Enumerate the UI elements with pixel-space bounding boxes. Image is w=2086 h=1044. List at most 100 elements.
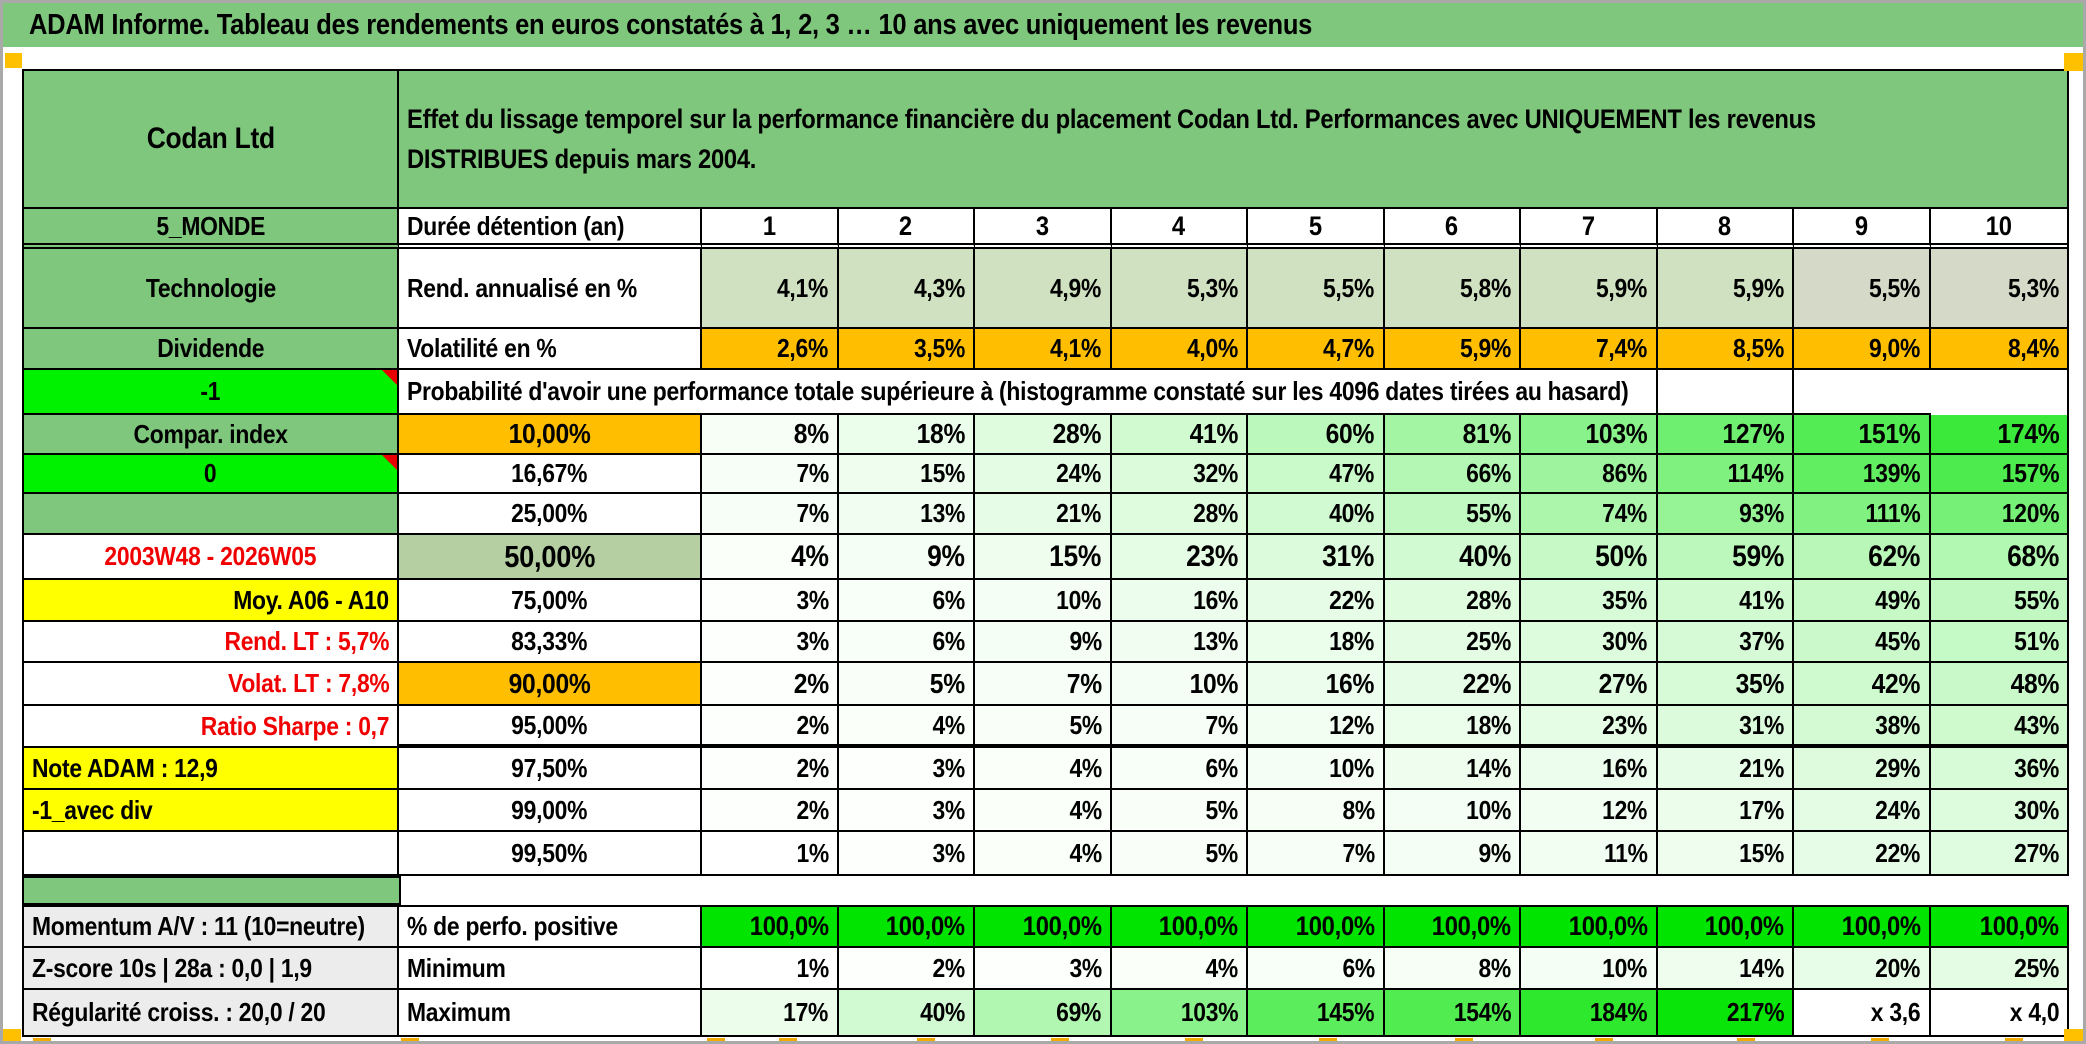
prob-cell-r5-y10[interactable]: 55% [1930,580,2067,622]
prob-cell-r3-y9[interactable]: 111% [1794,494,1931,535]
minimum-year-8[interactable]: 14% [1657,948,1794,990]
prob-cell-r8-y1[interactable]: 2% [702,706,839,748]
prob-cell-r9-y6[interactable]: 14% [1384,748,1521,790]
positive-year-3[interactable]: 100,0% [975,907,1112,948]
rend-lt-cell[interactable]: Rend. LT : 5,7% [24,622,399,663]
positive-year-2[interactable]: 100,0% [838,907,975,948]
prob-cell-r7-y3[interactable]: 7% [975,663,1112,706]
maximum-year-3[interactable]: 69% [975,990,1112,1035]
regularite-cell[interactable]: Régularité croiss. : 20,0 / 20 [24,990,399,1035]
prob-cell-r11-y4[interactable]: 5% [1111,832,1248,874]
sector-cell[interactable]: Technologie [24,249,399,329]
prob-cell-r8-y5[interactable]: 12% [1248,706,1385,748]
prob-cell-r10-y2[interactable]: 3% [838,790,975,832]
maximum-year-4[interactable]: 103% [1111,990,1248,1035]
empty-white-cell[interactable] [24,832,399,874]
zscore-cell[interactable]: Z-score 10s | 28a : 0,0 | 1,9 [24,948,399,990]
annualized-year-6[interactable]: 5,8% [1384,249,1521,329]
note-adam-cell[interactable]: Note ADAM : 12,9 [24,748,399,790]
annualized-label-cell[interactable]: Rend. annualisé en % [399,249,702,329]
threshold-cell-1000[interactable]: 10,00% [399,415,702,455]
momentum-cell[interactable]: Momentum A/V : 11 (10=neutre) [24,907,399,948]
threshold-cell-9950[interactable]: 99,50% [399,832,702,874]
flag-top-cell[interactable]: -1 [24,370,399,415]
prob-cell-r11-y9[interactable]: 22% [1794,832,1931,874]
prob-cell-r3-y10[interactable]: 120% [1930,494,2067,535]
annualized-year-10[interactable]: 5,3% [1930,249,2067,329]
index-code-cell[interactable]: 5_MONDE [24,209,399,249]
volatility-year-7[interactable]: 7,4% [1521,329,1658,370]
prob-cell-r11-y7[interactable]: 11% [1521,832,1658,874]
minimum-year-4[interactable]: 4% [1111,948,1248,990]
prob-cell-r8-y10[interactable]: 43% [1930,706,2067,748]
prob-cell-r3-y1[interactable]: 7% [702,494,839,535]
annualized-year-5[interactable]: 5,5% [1248,249,1385,329]
maximum-year-10[interactable]: x 4,0 [1930,990,2067,1035]
year-col-1[interactable]: 1 [702,209,839,249]
prob-cell-r3-y4[interactable]: 28% [1111,494,1248,535]
maximum-year-9[interactable]: x 3,6 [1794,990,1931,1035]
volatility-year-1[interactable]: 2,6% [702,329,839,370]
threshold-cell-9900[interactable]: 99,00% [399,790,702,832]
prob-cell-r2-y5[interactable]: 47% [1248,455,1385,494]
prob-cell-r1-y1[interactable]: 8% [702,415,839,455]
prob-cell-r1-y4[interactable]: 41% [1111,415,1248,455]
volatility-year-2[interactable]: 3,5% [838,329,975,370]
volatility-year-3[interactable]: 4,1% [975,329,1112,370]
prob-cell-r5-y4[interactable]: 16% [1111,580,1248,622]
prob-cell-r1-y7[interactable]: 103% [1521,415,1658,455]
prob-cell-r10-y1[interactable]: 2% [702,790,839,832]
prob-cell-r7-y7[interactable]: 27% [1521,663,1658,706]
prob-cell-r9-y7[interactable]: 16% [1521,748,1658,790]
annualized-year-7[interactable]: 5,9% [1521,249,1658,329]
positive-year-1[interactable]: 100,0% [702,907,839,948]
prob-cell-r8-y3[interactable]: 5% [975,706,1112,748]
prob-cell-r6-y7[interactable]: 30% [1521,622,1658,663]
prob-cell-r2-y10[interactable]: 157% [1930,455,2067,494]
threshold-cell-2500[interactable]: 25,00% [399,494,702,535]
minimum-year-3[interactable]: 3% [975,948,1112,990]
prob-cell-r3-y5[interactable]: 40% [1248,494,1385,535]
prob-cell-r4-y4[interactable]: 23% [1111,535,1248,580]
threshold-cell-9500[interactable]: 95,00% [399,706,702,748]
prob-cell-r3-y3[interactable]: 21% [975,494,1112,535]
prob-cell-r2-y1[interactable]: 7% [702,455,839,494]
prob-cell-r6-y2[interactable]: 6% [838,622,975,663]
prob-cell-r11-y3[interactable]: 4% [975,832,1112,874]
prob-cell-r8-y4[interactable]: 7% [1111,706,1248,748]
prob-cell-r9-y2[interactable]: 3% [838,748,975,790]
prob-cell-r2-y8[interactable]: 114% [1657,455,1794,494]
annualized-year-1[interactable]: 4,1% [702,249,839,329]
threshold-cell-7500[interactable]: 75,00% [399,580,702,622]
positive-year-8[interactable]: 100,0% [1657,907,1794,948]
minimum-year-5[interactable]: 6% [1248,948,1385,990]
maximum-year-8[interactable]: 217% [1657,990,1794,1035]
prob-cell-r6-y4[interactable]: 13% [1111,622,1248,663]
prob-cell-r7-y2[interactable]: 5% [838,663,975,706]
volatility-year-4[interactable]: 4,0% [1111,329,1248,370]
prob-cell-r6-y8[interactable]: 37% [1657,622,1794,663]
positive-year-7[interactable]: 100,0% [1521,907,1658,948]
volatility-label-cell[interactable]: Volatilité en % [399,329,702,370]
prob-cell-r2-y2[interactable]: 15% [838,455,975,494]
sheet-title-bar[interactable]: ADAM Informe. Tableau des rendements en … [3,3,2083,47]
prob-cell-r7-y10[interactable]: 48% [1930,663,2067,706]
duration-label-cell[interactable]: Durée détention (an) [399,209,702,249]
prob-cell-r2-y7[interactable]: 86% [1521,455,1658,494]
prob-cell-r10-y3[interactable]: 4% [975,790,1112,832]
prob-cell-r1-y2[interactable]: 18% [838,415,975,455]
avec-div-cell[interactable]: -1_avec div [24,790,399,832]
year-col-3[interactable]: 3 [975,209,1112,249]
prob-cell-r7-y1[interactable]: 2% [702,663,839,706]
year-col-8[interactable]: 8 [1657,209,1794,249]
maximum-year-7[interactable]: 184% [1521,990,1658,1035]
prob-cell-r2-y3[interactable]: 24% [975,455,1112,494]
prob-cell-r7-y4[interactable]: 10% [1111,663,1248,706]
prob-cell-r9-y3[interactable]: 4% [975,748,1112,790]
prob-cell-r7-y6[interactable]: 22% [1384,663,1521,706]
threshold-cell-8333[interactable]: 83,33% [399,622,702,663]
prob-cell-r11-y1[interactable]: 1% [702,832,839,874]
annualized-year-3[interactable]: 4,9% [975,249,1112,329]
volat-lt-cell[interactable]: Volat. LT : 7,8% [24,663,399,706]
prob-cell-r9-y1[interactable]: 2% [702,748,839,790]
